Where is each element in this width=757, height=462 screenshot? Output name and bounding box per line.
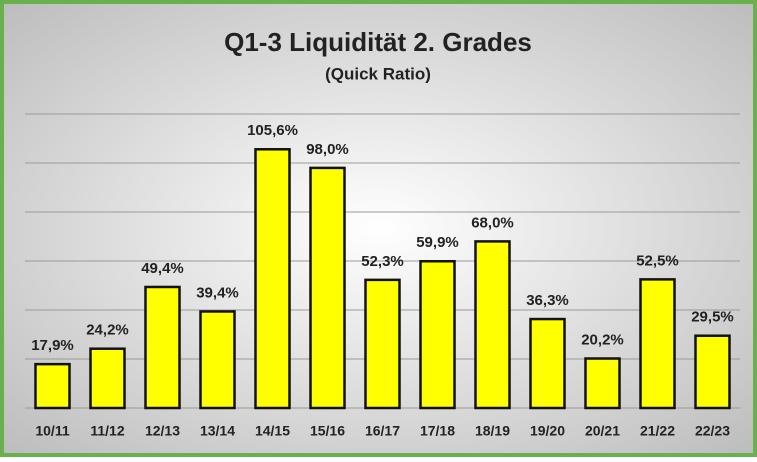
data-label: 49,4%	[141, 260, 184, 277]
data-label: 52,5%	[636, 252, 679, 269]
chart-subtitle: (Quick Ratio)	[325, 64, 431, 83]
bar	[639, 278, 676, 410]
bar	[584, 357, 621, 410]
x-tick-label: 12/13	[145, 423, 180, 439]
x-tick-label: 11/12	[90, 423, 124, 439]
x-tick-label: 13/14	[200, 423, 235, 439]
data-label: 29,5%	[691, 309, 734, 326]
data-label: 20,2%	[581, 331, 624, 348]
data-label: 98,0%	[306, 141, 349, 158]
bar	[89, 347, 126, 410]
data-label: 52,3%	[361, 253, 404, 270]
bar	[199, 310, 236, 410]
x-tick-label: 14/15	[255, 423, 290, 439]
x-tick-label: 15/16	[310, 423, 345, 439]
bar	[34, 362, 71, 410]
x-tick-label: 10/11	[35, 423, 69, 439]
x-tick-label: 20/21	[585, 423, 620, 439]
bar	[254, 148, 291, 410]
data-label: 68,0%	[471, 214, 514, 231]
data-label: 39,4%	[196, 284, 239, 301]
x-tick-label: 17/18	[420, 423, 455, 439]
bar	[364, 278, 401, 410]
data-label: 36,3%	[526, 292, 569, 309]
data-label: 59,9%	[416, 234, 459, 251]
bar	[529, 317, 566, 410]
bar	[144, 285, 181, 410]
x-tick-label: 21/22	[640, 423, 675, 439]
x-tick-label: 19/20	[530, 423, 565, 439]
bar	[309, 166, 346, 410]
data-label: 24,2%	[86, 322, 129, 339]
x-tick-label: 16/17	[365, 423, 400, 439]
x-tick-label: 22/23	[695, 423, 730, 439]
chart-title: Q1-3 Liquidität 2. Grades	[224, 27, 532, 57]
data-label: 17,9%	[31, 337, 74, 354]
bar	[694, 334, 731, 410]
x-tick-label: 18/19	[475, 423, 510, 439]
bar	[474, 240, 511, 410]
data-label: 105,6%	[247, 122, 298, 139]
bar	[419, 259, 456, 410]
